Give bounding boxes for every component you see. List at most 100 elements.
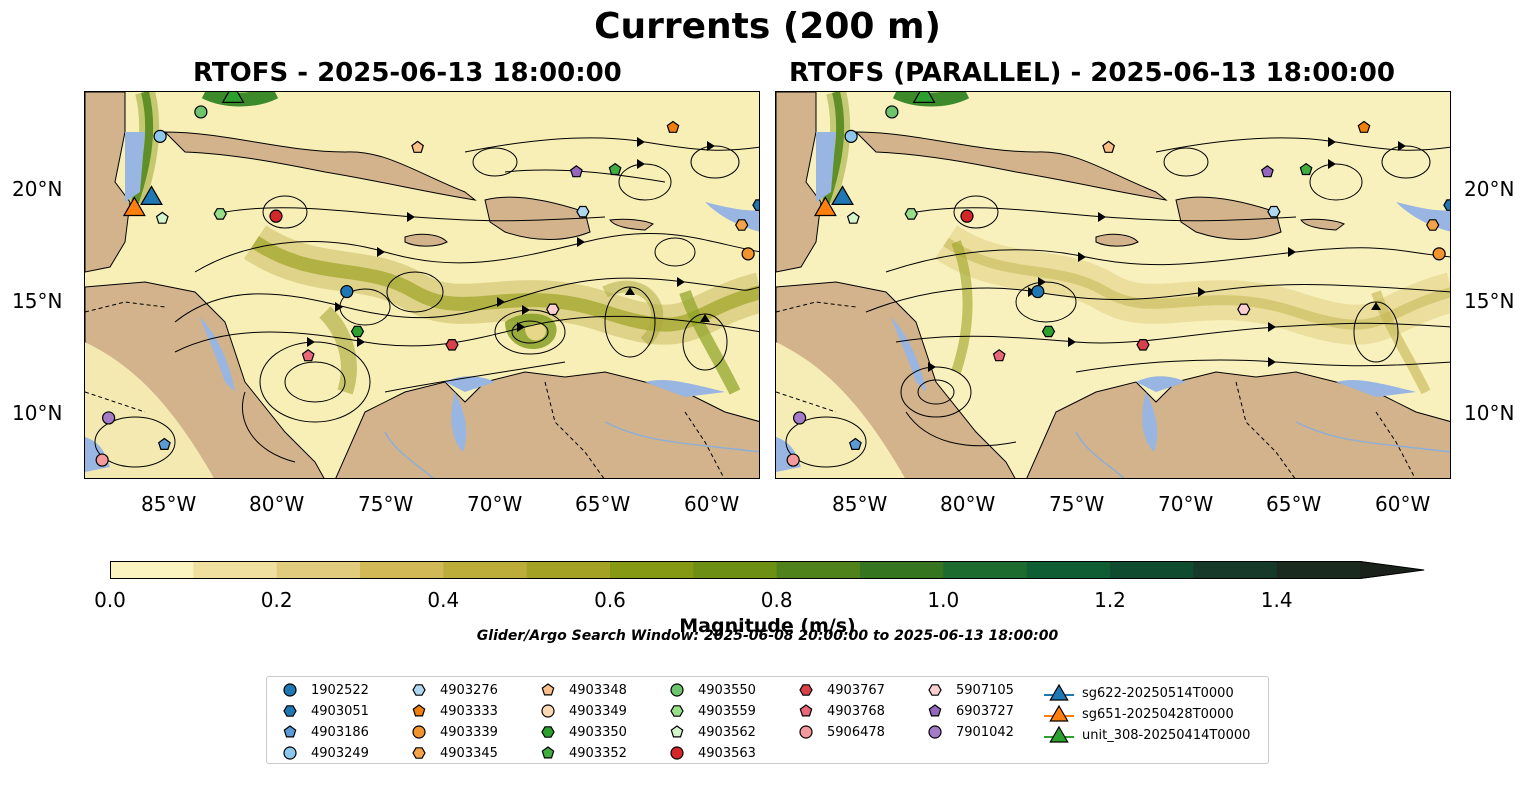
colorbar-segment	[110, 561, 194, 579]
legend-item-4903339: 4903339	[406, 724, 498, 740]
float-marker-4903562	[846, 211, 860, 224]
map-panel-rtofs-parallel[interactable]	[775, 91, 1451, 479]
legend-label: 4903563	[698, 745, 756, 761]
rtofs-current-map	[85, 92, 759, 478]
map-panel-rtofs[interactable]	[84, 91, 760, 479]
colorbar-segment	[526, 561, 611, 579]
legend-item-4903550: 4903550	[664, 682, 756, 698]
legend-item-sg622-20250514T0000: sg622-20250514T0000	[1044, 682, 1234, 704]
lon-tick-70w-right: 70°W	[1158, 492, 1214, 516]
float-marker-4903563	[269, 209, 283, 223]
legend-marker-icon	[283, 725, 297, 738]
lon-tick-85w-left: 85°W	[141, 492, 197, 516]
legend-marker-icon	[283, 705, 297, 717]
float-marker-4903350	[350, 325, 365, 338]
legend-label: 4903349	[569, 703, 627, 719]
colorbar-tick: 1.4	[1260, 588, 1293, 612]
legend-marker-icon	[1044, 704, 1074, 722]
legend-marker-icon	[412, 704, 426, 717]
legend-label: 4903051	[311, 703, 369, 719]
colorbar-tick: 0.6	[594, 588, 626, 612]
legend-label: sg651-20250428T0000	[1082, 706, 1234, 722]
legend-marker-icon	[928, 725, 942, 739]
float-marker-4903276	[576, 205, 590, 218]
legend-marker-icon	[928, 704, 942, 717]
float-marker-5907105	[546, 303, 560, 316]
legend-marker-icon	[541, 746, 555, 759]
colorbar-segment	[860, 561, 944, 579]
float-marker-4903249	[153, 129, 167, 143]
legend-item-4903563: 4903563	[664, 745, 756, 761]
legend-marker-icon	[799, 725, 813, 739]
colorbar-segment	[693, 561, 778, 579]
legend-marker-icon	[1044, 683, 1074, 701]
float-marker-4903276	[1267, 205, 1281, 218]
legend-label: 4903352	[569, 745, 627, 761]
float-marker-5906478	[95, 453, 109, 467]
rtofs-parallel-current-map	[776, 92, 1450, 478]
float-marker-4903767	[1136, 339, 1150, 351]
float-marker-7901042	[102, 411, 116, 425]
colorbar-tick: 1.0	[927, 588, 960, 612]
legend-item-4903349: 4903349	[535, 703, 627, 719]
float-marker-1902522	[1031, 284, 1045, 299]
float-marker-1902522	[340, 284, 354, 299]
legend-marker-icon	[670, 725, 684, 738]
lon-tick-85w-right: 85°W	[832, 492, 888, 516]
float-marker-4903339	[1432, 247, 1446, 261]
lat-tick-20n-right: 20°N	[1464, 177, 1515, 201]
legend-label: 4903350	[569, 724, 627, 740]
legend-item-4903333: 4903333	[406, 703, 498, 719]
float-marker-4903249	[844, 129, 858, 143]
float-marker-4903051	[1443, 199, 1450, 211]
float-marker-4903559	[213, 208, 227, 220]
colorbar-segment	[610, 561, 694, 579]
float-marker-4903768	[301, 349, 315, 362]
legend-marker-icon	[412, 684, 426, 696]
float-marker-5906478	[786, 453, 800, 467]
colorbar-segment	[276, 561, 361, 579]
lat-tick-15n-left: 15°N	[12, 289, 63, 313]
legend-label: 4903339	[440, 724, 498, 740]
float-marker-4903345	[735, 219, 749, 231]
legend-marker-icon	[283, 683, 297, 697]
legend-marker-icon	[541, 704, 555, 718]
float-marker-4903348	[411, 140, 425, 153]
float-marker-4903559	[904, 208, 918, 220]
legend-item-unit_308-20250414T0000: unit_308-20250414T0000	[1044, 724, 1250, 746]
colorbar-tick: 0.8	[760, 588, 793, 612]
glider-marker-unit_308-20250414T0000	[912, 92, 936, 103]
float-marker-4903186	[157, 437, 171, 450]
legend-label: 4903186	[311, 724, 369, 740]
legend-item-1902522: 1902522	[277, 682, 369, 698]
float-marker-4903352	[1299, 162, 1313, 176]
colorbar-extend-arrow	[1360, 561, 1425, 579]
legend-item-4903562: 4903562	[664, 724, 756, 740]
glider-marker-sg651-20250428T0000	[813, 196, 837, 217]
legend-label: 4903768	[827, 703, 885, 719]
legend-marker-icon	[928, 684, 942, 696]
float-marker-4903562	[155, 211, 169, 224]
legend-item-4903352: 4903352	[535, 745, 627, 761]
float-marker-4903348	[1102, 140, 1116, 153]
float-marker-4903550	[194, 105, 208, 119]
float-marker-7901042	[793, 411, 807, 425]
lat-tick-10n-left: 10°N	[12, 401, 63, 425]
legend-label: 5907105	[956, 682, 1014, 698]
panel-title-rtofs-parallel: RTOFS (PARALLEL) - 2025-06-13 18:00:00	[789, 58, 1395, 88]
legend-item-4903249: 4903249	[277, 745, 369, 761]
float-marker-4903345	[1426, 219, 1440, 231]
legend-item-5907105: 5907105	[922, 682, 1014, 698]
colorbar-segment	[360, 561, 444, 579]
legend-label: sg622-20250514T0000	[1082, 685, 1234, 701]
legend-label: 4903249	[311, 745, 369, 761]
legend-marker-icon	[283, 746, 297, 760]
lon-tick-70w-left: 70°W	[467, 492, 523, 516]
legend-item-4903768: 4903768	[793, 703, 885, 719]
lat-tick-20n-left: 20°N	[12, 177, 63, 201]
legend: 1902522 4903051 4903186 4903249 4903276 49033…	[266, 676, 1269, 764]
lat-tick-10n-right: 10°N	[1464, 401, 1515, 425]
float-marker-4903186	[848, 437, 862, 450]
float-markers-rtofs	[95, 92, 759, 467]
float-marker-4903350	[1041, 325, 1056, 338]
